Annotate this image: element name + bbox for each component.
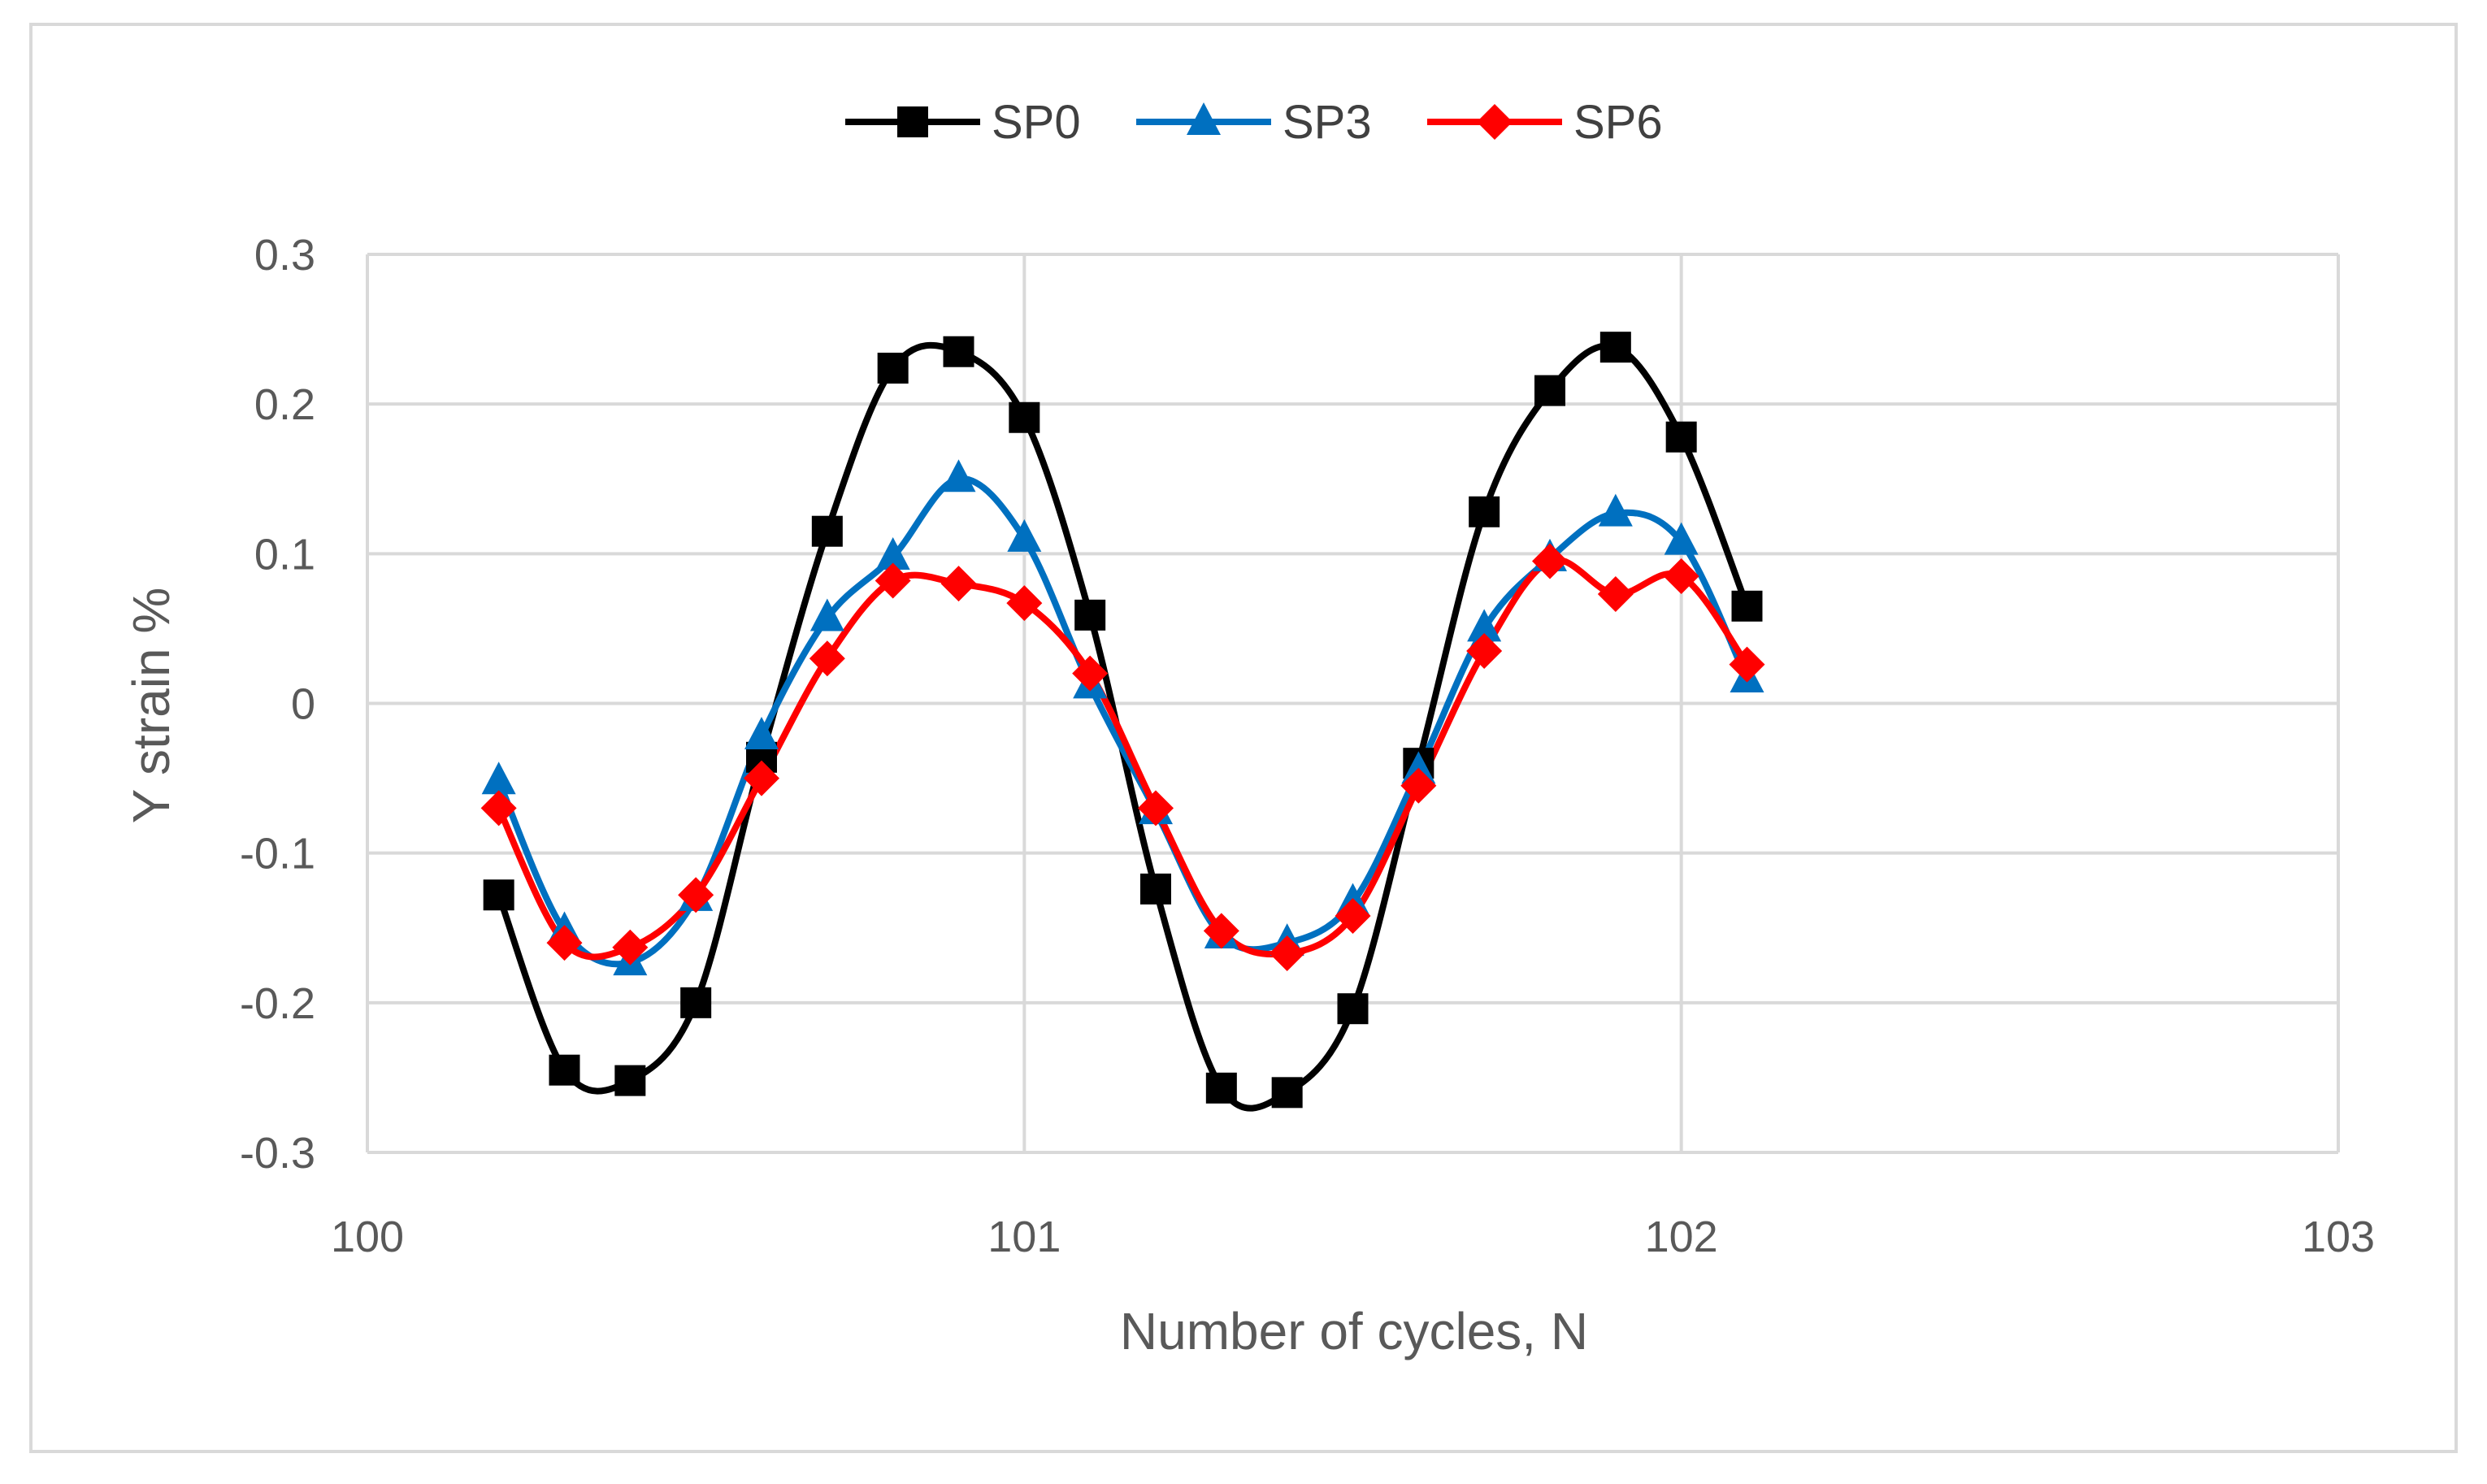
data-point-sp6 [1663, 558, 1699, 594]
data-point-sp3 [809, 598, 844, 631]
y-tick-label: -0.1 [240, 830, 315, 879]
data-point-sp0 [1731, 590, 1763, 622]
data-point-sp0 [1271, 1077, 1303, 1109]
data-point-sp6 [678, 877, 714, 913]
x-tick-label: 101 [987, 1213, 1061, 1261]
data-point-sp0 [877, 352, 909, 384]
x-tick-label: 100 [331, 1213, 404, 1261]
data-point-sp0 [1599, 332, 1631, 363]
data-point-sp0 [1665, 421, 1697, 453]
data-point-sp0 [1009, 401, 1040, 433]
y-tick-label: 0.1 [254, 530, 315, 579]
legend: SP0 SP3 SP6 [845, 96, 1663, 149]
data-point-sp6 [1138, 790, 1174, 827]
data-point-sp3 [1664, 522, 1699, 555]
series-line-sp6 [495, 556, 1751, 961]
data-point-sp0 [483, 879, 514, 911]
data-point-sp3 [875, 537, 910, 571]
data-point-sp0 [614, 1065, 646, 1096]
data-point-sp6 [1466, 633, 1503, 670]
data-point-sp6 [1072, 655, 1109, 692]
data-point-sp6 [1269, 935, 1305, 972]
data-point-sp6 [1729, 646, 1765, 683]
data-point-sp6 [1006, 585, 1043, 622]
data-point-sp0 [680, 987, 712, 1018]
legend-marker-sp3 [1187, 102, 1221, 135]
y-tick-label: 0.3 [254, 231, 315, 280]
data-point-sp3 [1598, 493, 1633, 527]
data-point-sp0 [1469, 496, 1500, 527]
data-point-sp3 [941, 459, 976, 492]
legend-label-sp0: SP0 [992, 96, 1081, 149]
data-point-sp6 [1400, 767, 1437, 804]
data-point-sp6 [875, 562, 911, 599]
data-point-sp6 [1597, 576, 1634, 613]
data-point-sp6 [744, 760, 779, 796]
data-point-sp6 [809, 640, 845, 677]
data-point-sp6 [1335, 898, 1371, 935]
data-point-sp6 [546, 925, 583, 961]
y-axis-title: Y strain % [122, 588, 180, 824]
data-point-sp0 [1074, 599, 1106, 631]
data-point-sp6 [1203, 913, 1239, 949]
data-point-sp0 [1337, 993, 1369, 1025]
y-tick-label: -0.2 [240, 979, 315, 1028]
data-point-sp3 [1401, 751, 1436, 784]
legend-marker-sp0 [897, 106, 928, 137]
y-tick-label: -0.3 [240, 1129, 315, 1178]
data-point-sp0 [943, 336, 974, 367]
data-point-sp6 [480, 790, 517, 827]
legend-label-sp6: SP6 [1573, 96, 1663, 149]
series-markers [480, 332, 1765, 1109]
legend-marker-sp6 [1477, 104, 1513, 140]
legend-label-sp3: SP3 [1283, 96, 1372, 149]
series-points-sp6 [480, 543, 1765, 972]
data-point-sp0 [811, 515, 843, 547]
series-lines [495, 341, 1751, 1112]
data-point-sp3 [744, 717, 779, 750]
data-point-sp3 [1467, 609, 1502, 642]
data-point-sp3 [1007, 519, 1042, 552]
data-point-sp6 [940, 566, 977, 602]
data-point-sp0 [1534, 375, 1565, 406]
x-tick-label: 102 [1645, 1213, 1718, 1261]
data-point-sp0 [549, 1054, 580, 1086]
x-tick-label: 103 [2302, 1213, 2375, 1261]
chart-frame [29, 23, 2458, 1453]
x-axis-title: Number of cycles, N [1120, 1302, 1588, 1360]
data-point-sp0 [1140, 873, 1171, 905]
y-tick-label: 0 [291, 680, 315, 729]
data-point-sp3 [481, 762, 516, 795]
y-tick-labels: 0.3 0.2 0.1 0 -0.1 -0.2 -0.3 [240, 231, 315, 1178]
data-point-sp6 [612, 929, 649, 965]
data-point-sp0 [1205, 1072, 1237, 1104]
y-tick-label: 0.2 [254, 380, 315, 429]
x-tick-labels: 100 101 102 103 [331, 1213, 2375, 1261]
data-point-sp6 [1532, 543, 1568, 579]
